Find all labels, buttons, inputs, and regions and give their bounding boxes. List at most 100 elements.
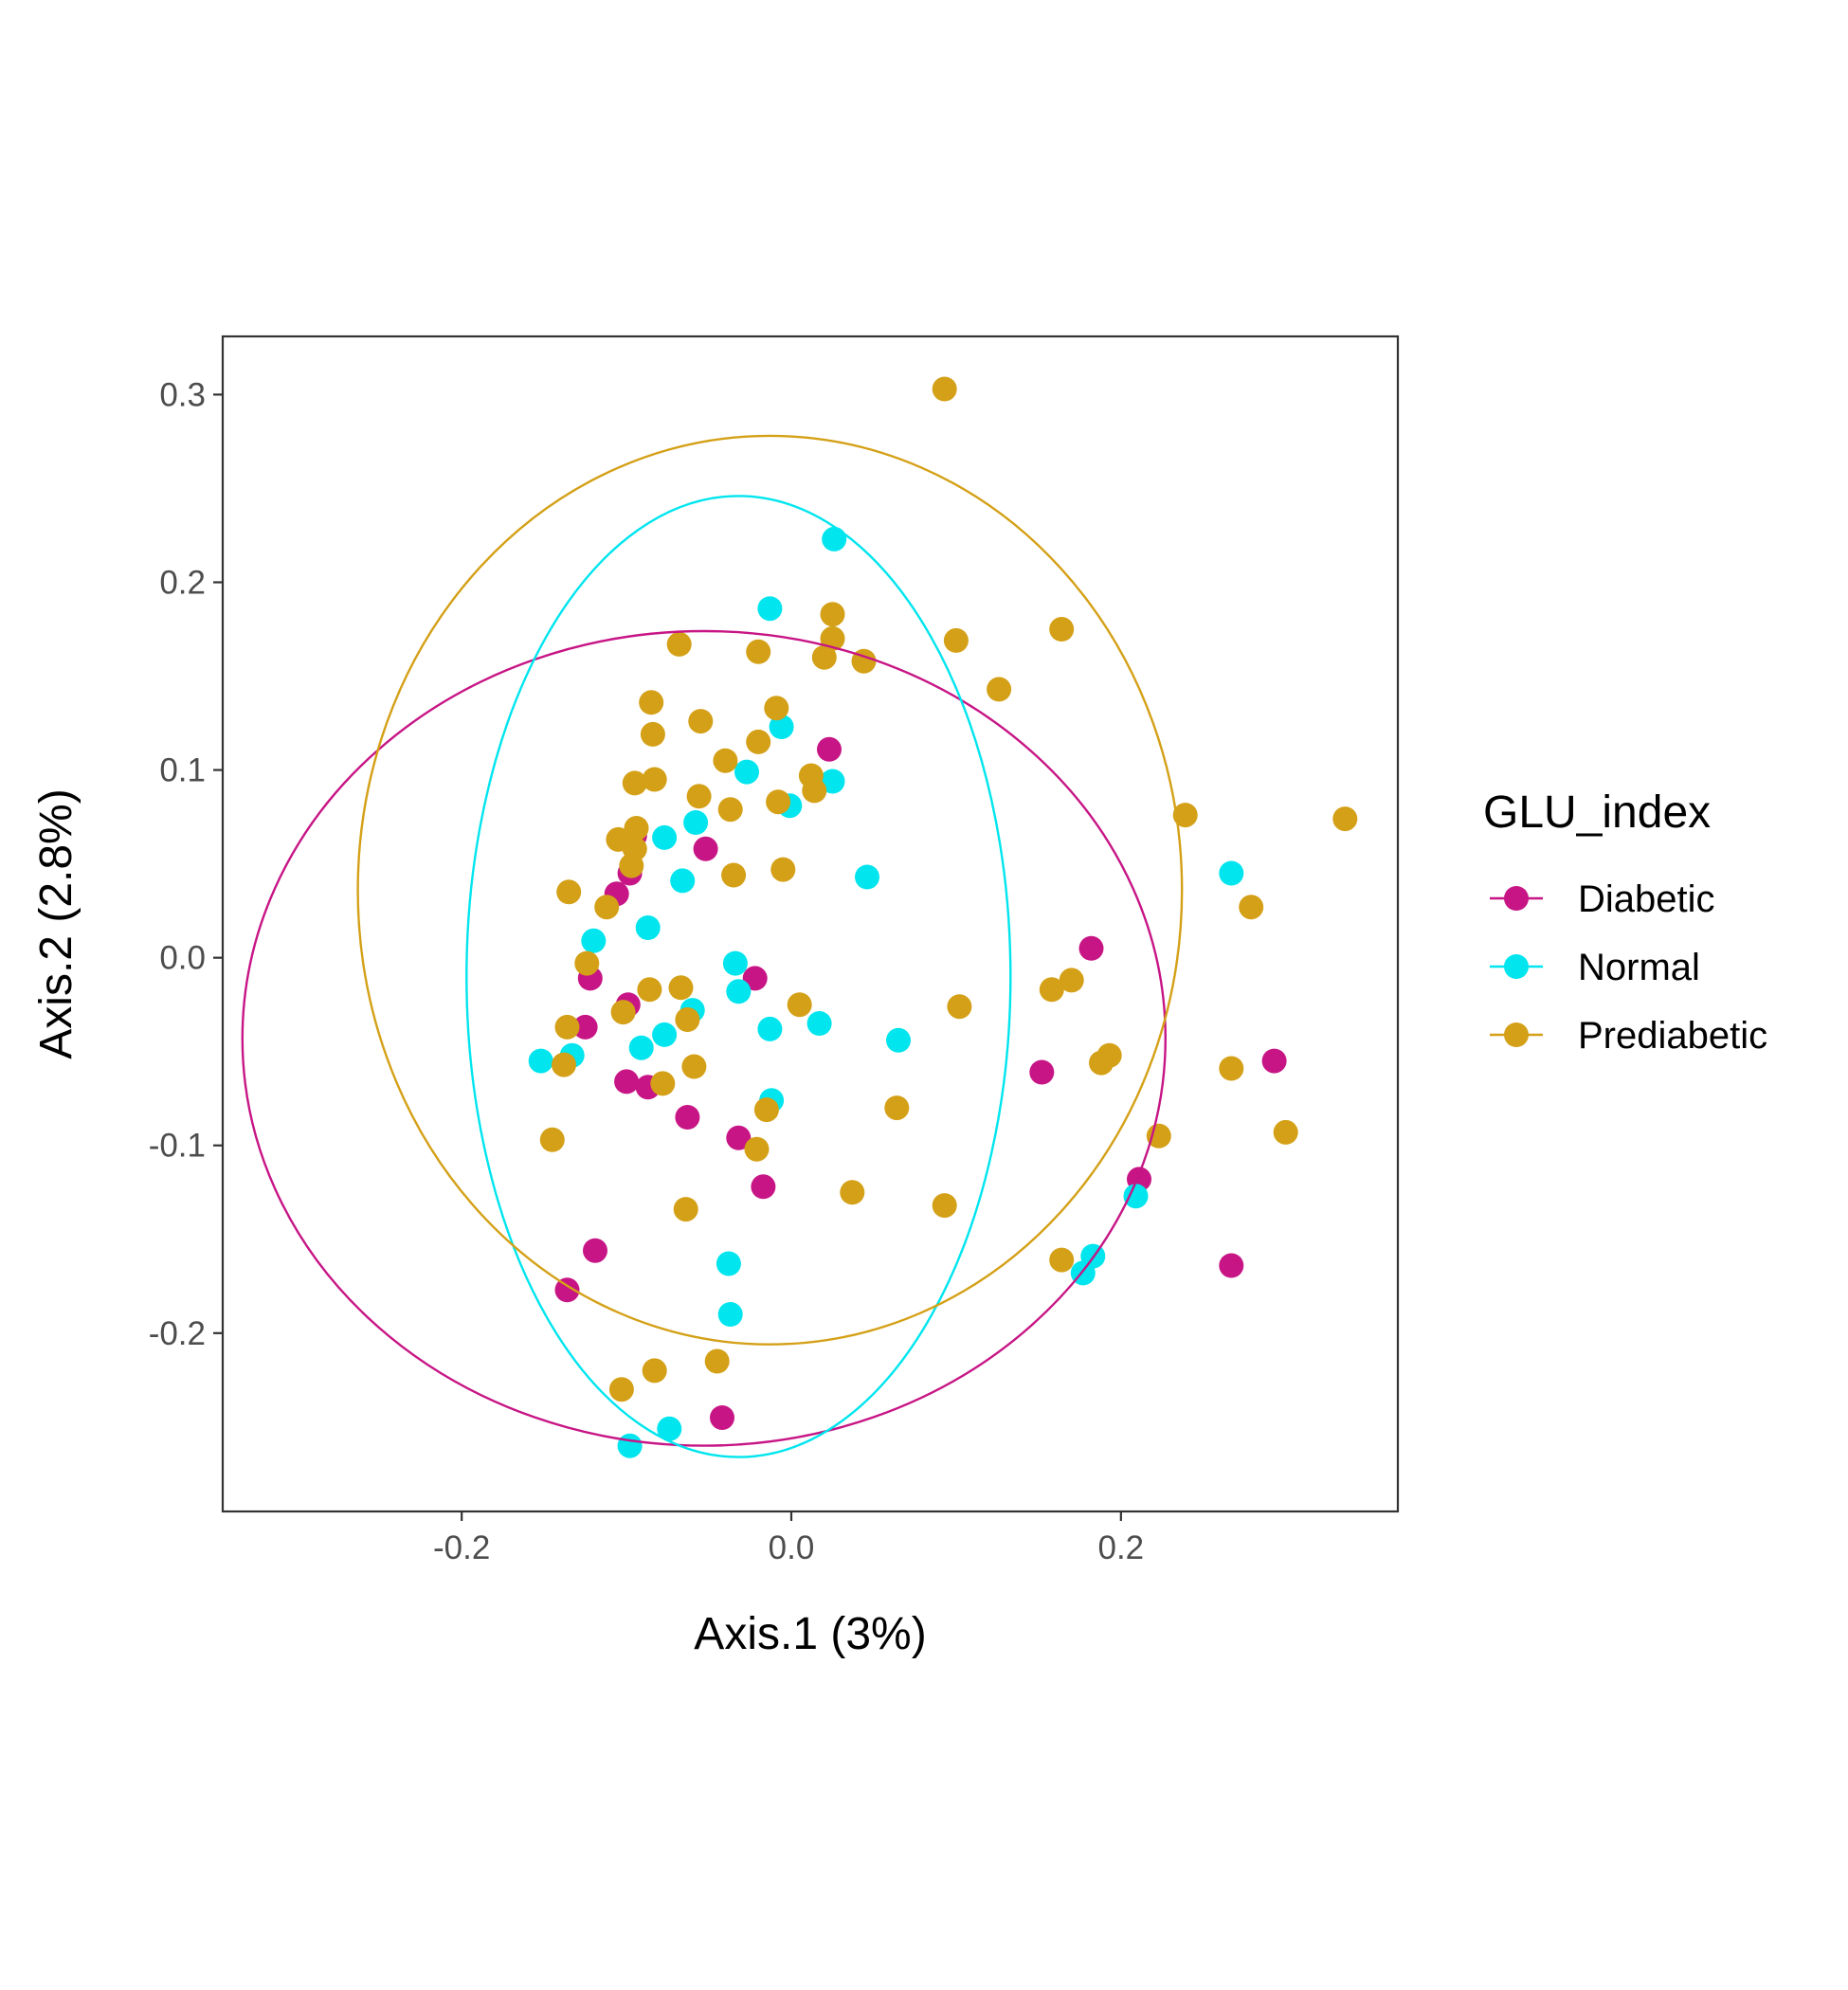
data-point-prediabetic [552, 1052, 576, 1077]
data-point-prediabetic [1049, 617, 1075, 642]
x-tick-label: -0.2 [433, 1529, 490, 1566]
confidence-ellipse-diabetic [241, 629, 1167, 1447]
data-point-normal [822, 526, 847, 552]
y-tick-label: -0.1 [149, 1128, 206, 1165]
data-point-prediabetic [744, 1136, 770, 1162]
series-normal-points [528, 526, 1244, 1458]
data-point-normal [1219, 860, 1244, 886]
data-point-prediabetic [642, 1358, 667, 1384]
series-prediabetic-points [539, 376, 1358, 1402]
data-point-prediabetic [619, 853, 644, 878]
plot-panel-border [221, 335, 1400, 1513]
data-point-diabetic [583, 1238, 607, 1263]
data-point-prediabetic [811, 644, 837, 670]
data-point-prediabetic [675, 1007, 700, 1032]
data-point-prediabetic [610, 1000, 636, 1025]
data-point-prediabetic [802, 778, 827, 804]
data-point-normal [670, 868, 696, 894]
data-point-diabetic [710, 1405, 734, 1430]
data-point-diabetic [1078, 935, 1104, 961]
data-point-prediabetic [766, 789, 791, 815]
data-point-prediabetic [1049, 1247, 1075, 1273]
data-point-normal [820, 769, 845, 794]
data-point-prediabetic [637, 977, 662, 1003]
legend-label: Prediabetic [1578, 1015, 1767, 1057]
legend-label: Diabetic [1578, 878, 1715, 920]
data-point-normal [757, 1016, 783, 1041]
data-point-prediabetic [1239, 895, 1264, 920]
x-tick-label: 0.0 [769, 1529, 815, 1566]
data-point-prediabetic [688, 709, 714, 734]
data-point-prediabetic [932, 376, 957, 402]
data-point-prediabetic [608, 1377, 634, 1402]
data-point-prediabetic [668, 975, 694, 1001]
data-point-diabetic [1219, 1253, 1244, 1278]
legend-key-dot [1504, 886, 1529, 911]
data-point-normal [1123, 1184, 1149, 1209]
data-point-normal [886, 1027, 911, 1053]
data-point-normal [855, 864, 879, 890]
data-point-prediabetic [713, 748, 738, 773]
data-point-normal [734, 759, 759, 785]
data-point-prediabetic [624, 816, 649, 841]
data-point-normal [617, 1433, 643, 1458]
legend-item-normal: Normal [1490, 947, 1700, 988]
data-point-prediabetic [884, 1095, 910, 1121]
data-point-prediabetic [681, 1054, 707, 1079]
y-tick-label: 0.3 [159, 376, 206, 413]
data-point-normal [683, 810, 709, 835]
data-point-normal [581, 928, 607, 953]
x-tick-label: 0.2 [1097, 1529, 1144, 1566]
data-point-diabetic [554, 1277, 580, 1303]
data-point-diabetic [1029, 1059, 1055, 1085]
data-point-prediabetic [650, 1071, 676, 1096]
x-axis: -0.2 0.0 0.2 [433, 1511, 1144, 1566]
data-point-prediabetic [746, 639, 771, 664]
data-point-prediabetic [666, 631, 692, 657]
legend-item-prediabetic: Prediabetic [1490, 1015, 1767, 1057]
data-point-prediabetic [639, 690, 664, 715]
y-tick-label: 0.2 [159, 564, 206, 601]
data-point-prediabetic [787, 992, 812, 1018]
legend-item-diabetic: Diabetic [1490, 878, 1715, 920]
data-point-prediabetic [574, 950, 600, 976]
data-point-prediabetic [717, 797, 743, 823]
data-point-prediabetic [987, 677, 1012, 702]
data-point-prediabetic [753, 1097, 779, 1123]
data-point-normal [726, 979, 752, 1004]
data-point-prediabetic [594, 895, 620, 920]
data-point-prediabetic [943, 627, 969, 653]
data-point-diabetic [742, 966, 768, 991]
data-point-normal [717, 1302, 743, 1327]
y-axis: -0.2 -0.1 0.0 0.1 0.2 0.3 [149, 376, 223, 1352]
data-point-prediabetic [1273, 1119, 1298, 1145]
plot-area [241, 376, 1358, 1458]
data-point-diabetic [614, 1069, 640, 1094]
data-point-normal [806, 1011, 832, 1036]
data-point-prediabetic [1219, 1056, 1244, 1081]
data-point-prediabetic [1332, 806, 1358, 832]
data-point-prediabetic [640, 721, 665, 747]
data-point-prediabetic [932, 1193, 957, 1219]
y-tick-label: -0.2 [149, 1315, 206, 1352]
data-point-prediabetic [1059, 968, 1084, 993]
data-point-normal [635, 915, 661, 940]
data-point-prediabetic [673, 1197, 698, 1222]
data-point-normal [757, 596, 783, 622]
data-point-prediabetic [1039, 977, 1064, 1003]
confidence-ellipse-prediabetic [356, 434, 1184, 1346]
data-point-prediabetic [622, 770, 647, 796]
data-point-prediabetic [764, 696, 789, 721]
y-axis-title: Axis.2 (2.8%) [31, 788, 82, 1058]
y-tick-label: 0.0 [159, 940, 206, 977]
legend-label: Normal [1578, 947, 1700, 988]
legend: GLU_index Diabetic Normal Prediabetic [1483, 787, 1767, 1057]
data-point-prediabetic [1172, 803, 1198, 828]
data-point-prediabetic [554, 1014, 580, 1040]
data-point-prediabetic [947, 994, 972, 1020]
legend-key-dot [1504, 954, 1529, 979]
data-point-normal [652, 824, 678, 850]
data-point-diabetic [726, 1125, 752, 1150]
